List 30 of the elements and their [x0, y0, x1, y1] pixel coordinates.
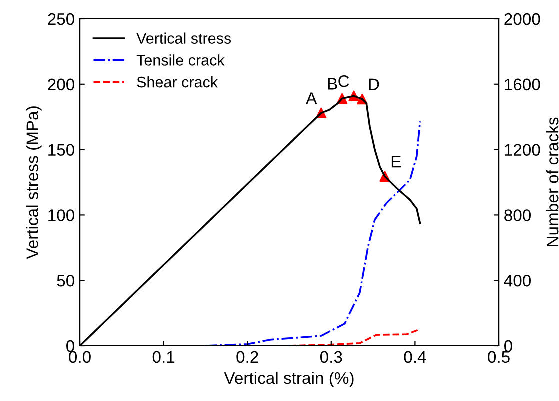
y-tick-label: 150: [48, 144, 74, 156]
legend-label: Shear crack: [137, 76, 218, 88]
y2-tick-label: 1200: [505, 144, 540, 156]
y2-tick-label: 2000: [504, 13, 540, 26]
x-tick-label: 0.3: [320, 351, 342, 364]
annotation: B: [328, 78, 338, 90]
legend-label: Vertical stress: [136, 32, 232, 44]
y-tick-label: 0: [66, 340, 74, 352]
y2-tick-label: 1600: [505, 78, 540, 91]
y-tick-label: 250: [48, 13, 74, 26]
annotation: E: [392, 156, 401, 168]
legend-label: Tensile crack: [136, 54, 225, 66]
y-tick-label: 50: [57, 275, 74, 287]
x-tick-label: 0.1: [152, 351, 175, 364]
line-series: [204, 120, 422, 346]
y2-axis-title: Number of cracks: [546, 118, 559, 246]
x-tick-label: 0.0: [69, 351, 91, 364]
y-tick-label: 200: [48, 78, 74, 91]
y2-tick-label: 400: [504, 275, 532, 287]
x-tick-label: 0.2: [236, 351, 258, 364]
x-axis-title: Vertical strain (%): [224, 372, 354, 388]
annotation: C: [338, 76, 350, 88]
y2-tick-label: 0: [504, 340, 512, 352]
x-tick-label: 0.5: [488, 351, 510, 364]
x-tick-label: 0.4: [404, 351, 426, 364]
y-tick-label: 100: [48, 210, 74, 222]
y2-tick-label: 800: [504, 210, 532, 222]
y-axis-title: Vertical stress (MPa): [26, 106, 42, 260]
annotation: A: [306, 92, 318, 104]
annotation: D: [369, 78, 380, 90]
